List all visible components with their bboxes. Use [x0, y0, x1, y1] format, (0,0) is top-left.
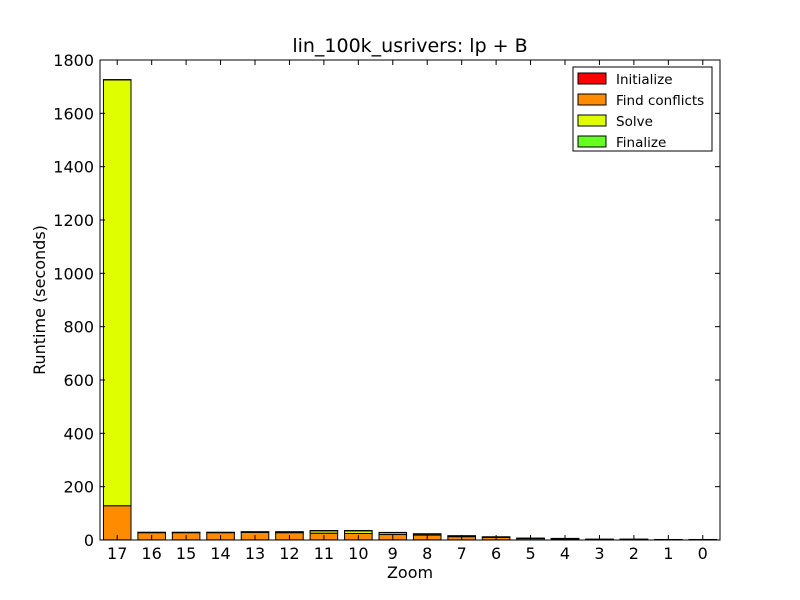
x-tick-label: 7	[457, 544, 467, 563]
x-tick-label: 6	[491, 544, 501, 563]
y-tick-label: 1600	[53, 104, 94, 123]
x-tick-label: 1	[663, 544, 673, 563]
x-tick-label: 15	[176, 544, 196, 563]
x-tick-label: 10	[348, 544, 368, 563]
legend-swatch	[577, 135, 607, 148]
y-tick-label: 400	[63, 424, 94, 443]
legend-label: Initialize	[616, 72, 673, 88]
x-tick-label: 16	[141, 544, 161, 563]
y-tick-label: 800	[63, 318, 94, 337]
y-tick-label: 1800	[53, 51, 94, 70]
legend-label: Find conflicts	[616, 93, 704, 109]
y-tick-label: 1400	[53, 158, 94, 177]
legend: Initialize Find conflicts Solve Finalize	[572, 66, 713, 152]
legend-label: Finalize	[616, 135, 666, 151]
chart-title: lin_100k_usrivers: lp + B	[292, 35, 527, 57]
x-tick-label: 3	[594, 544, 604, 563]
y-axis: 0 200 400 600 800 1000 1200 1400 1600 1800	[53, 51, 720, 550]
x-axis-title: Zoom	[387, 563, 433, 582]
x-tick-label: 12	[279, 544, 299, 563]
y-tick-label: 1000	[53, 264, 94, 283]
legend-swatch	[577, 93, 607, 106]
y-tick-label: 600	[63, 371, 94, 390]
x-tick-label: 14	[210, 544, 230, 563]
x-tick-label: 9	[388, 544, 398, 563]
legend-swatch	[577, 72, 607, 85]
bar-solve-zoom-17	[102, 79, 132, 507]
plot-frame	[99, 59, 721, 541]
y-tick-label: 1200	[53, 211, 94, 230]
bar-find-conflicts-zoom-17	[102, 505, 132, 541]
legend-swatch	[577, 114, 607, 127]
x-tick-label: 2	[629, 544, 639, 563]
y-tick-label: 200	[63, 478, 94, 497]
x-tick-label: 8	[422, 544, 432, 563]
y-axis-title: Runtime (seconds)	[30, 225, 49, 375]
x-tick-label: 5	[525, 544, 535, 563]
x-tick-label: 11	[314, 544, 334, 563]
x-tick-label: 13	[245, 544, 265, 563]
x-axis: 17 16 15 14 13 12 11 10 9 8 7 6 5 4 3 2 1 0	[107, 60, 708, 563]
x-tick-label: 17	[107, 544, 127, 563]
x-tick-label: 0	[698, 544, 708, 563]
legend-label: Solve	[616, 114, 653, 130]
x-tick-label: 4	[560, 544, 570, 563]
y-tick-label: 0	[84, 531, 94, 550]
